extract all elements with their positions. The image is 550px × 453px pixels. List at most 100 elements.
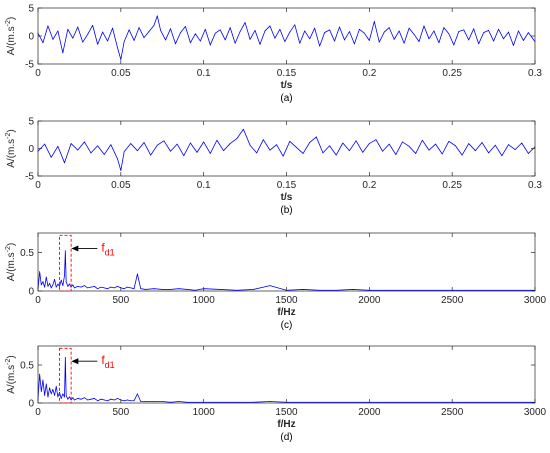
data-point xyxy=(514,149,516,151)
data-point xyxy=(448,33,450,35)
y-axis-label-exponent: -2 xyxy=(5,246,12,252)
data-point xyxy=(70,286,72,288)
data-point xyxy=(120,59,122,60)
data-point xyxy=(178,288,180,290)
data-point xyxy=(329,145,330,147)
y-axis-label-text: A/(m.s xyxy=(6,252,17,281)
data-point xyxy=(103,287,105,289)
annotation-arrow-head xyxy=(71,358,79,365)
data-point xyxy=(368,143,370,144)
data-point xyxy=(133,400,135,402)
data-point xyxy=(70,399,72,401)
data-point xyxy=(433,30,435,32)
data-point xyxy=(178,401,180,402)
data-point xyxy=(138,27,140,28)
data-point xyxy=(117,47,118,49)
data-point xyxy=(64,357,66,358)
data-point xyxy=(378,41,380,43)
data-point xyxy=(259,44,261,45)
data-point xyxy=(335,289,337,291)
data-point xyxy=(234,42,236,44)
y-tick-label: -5 xyxy=(25,60,34,71)
data-point xyxy=(69,396,70,398)
x-tick-label: 2500 xyxy=(441,295,464,306)
data-point xyxy=(494,144,496,146)
y-axis-label: A/(m.s-2) xyxy=(5,355,17,393)
data-point xyxy=(77,398,79,399)
data-point xyxy=(54,279,55,280)
data-point xyxy=(64,275,65,276)
data-point xyxy=(117,285,118,287)
data-point xyxy=(335,401,337,403)
data-point xyxy=(180,32,181,34)
data-point xyxy=(435,289,436,291)
data-point xyxy=(127,399,128,401)
axes-frame xyxy=(37,7,536,65)
data-point xyxy=(408,145,410,147)
data-point xyxy=(57,283,59,285)
data-point xyxy=(194,289,196,291)
data-point xyxy=(395,154,397,155)
data-point xyxy=(194,33,196,35)
data-point xyxy=(249,144,251,146)
x-axis-label: t/s xyxy=(281,80,293,91)
data-point xyxy=(229,27,231,28)
axes-frame xyxy=(37,345,536,404)
data-point xyxy=(183,155,185,157)
data-point xyxy=(74,287,75,289)
data-point xyxy=(97,400,99,402)
data-point xyxy=(249,38,251,40)
data-point xyxy=(100,398,102,400)
data-point xyxy=(90,286,92,288)
data-point xyxy=(339,26,340,28)
data-point xyxy=(50,287,52,289)
y-tick-label: 5 xyxy=(28,117,34,128)
data-point xyxy=(143,37,145,39)
data-point xyxy=(49,282,50,284)
data-point xyxy=(57,396,59,398)
data-point xyxy=(67,285,69,287)
y-tick-label: -5 xyxy=(25,172,34,183)
series-line xyxy=(37,128,536,171)
data-point xyxy=(388,143,390,145)
panel-caption: (a) xyxy=(280,93,292,104)
data-point xyxy=(363,32,365,34)
data-point xyxy=(262,139,264,141)
data-point xyxy=(67,398,69,400)
data-point xyxy=(137,150,138,152)
chart-panel-1: 0 0.05 0.1 0.15 0.2 0.25 0.3-505t/sA/(m.s-2)(a… xyxy=(5,4,542,105)
x-tick-label: 0.15 xyxy=(277,68,297,79)
x-tick-label: 1000 xyxy=(193,295,216,306)
data-point xyxy=(194,401,196,403)
data-point xyxy=(418,41,420,42)
data-point xyxy=(402,141,403,143)
data-point xyxy=(123,41,125,42)
x-tick-label: 3000 xyxy=(524,407,547,418)
data-point xyxy=(64,396,65,398)
x-tick-label: 0.1 xyxy=(197,180,211,191)
data-point xyxy=(349,150,350,152)
data-point xyxy=(421,139,423,141)
data-point xyxy=(508,144,509,146)
y-axis-label: A/(m.s-2) xyxy=(5,243,17,281)
data-point xyxy=(52,284,54,286)
data-point xyxy=(163,140,165,142)
data-point xyxy=(402,401,403,403)
data-point xyxy=(344,39,345,41)
data-point xyxy=(468,401,470,403)
data-point xyxy=(156,144,158,146)
data-point xyxy=(438,42,440,44)
annotation-label: fd1 xyxy=(101,240,114,257)
data-point xyxy=(137,393,138,395)
data-point xyxy=(474,150,476,152)
data-point xyxy=(461,154,463,156)
data-point xyxy=(209,44,211,46)
data-point xyxy=(236,138,238,140)
data-point xyxy=(196,151,198,153)
y-axis-label-close: ) xyxy=(6,129,17,132)
data-point xyxy=(123,400,125,402)
data-point xyxy=(133,288,135,290)
data-point xyxy=(67,28,69,30)
data-point xyxy=(87,399,89,401)
